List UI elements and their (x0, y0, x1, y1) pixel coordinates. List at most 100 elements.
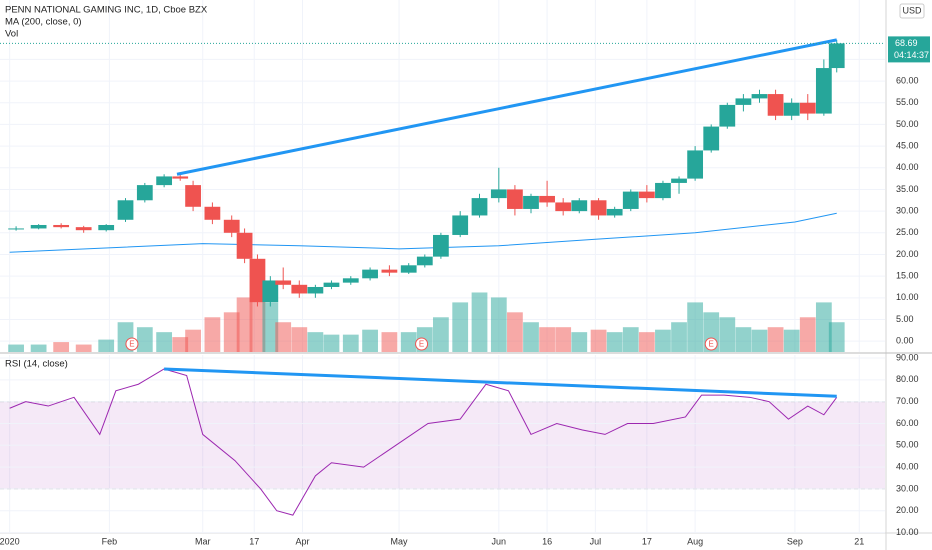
volume-bar (555, 327, 572, 352)
volume-bar (172, 337, 189, 352)
candle-body (416, 256, 433, 266)
earnings-marker (415, 337, 429, 351)
y-tick-label: 45.00 (896, 140, 919, 150)
candle-body (751, 94, 768, 99)
y-tick-label: 30.00 (896, 205, 919, 215)
y-tick-label: 40.00 (896, 162, 919, 172)
candle-body (204, 206, 221, 220)
volume-bar (223, 312, 240, 352)
last-price-box (888, 36, 930, 63)
candle-body (75, 227, 92, 231)
candle-body (507, 189, 523, 209)
volume-bar (75, 344, 92, 352)
candle-body (400, 265, 417, 273)
volume-bar (606, 332, 623, 352)
volume-bar (452, 302, 469, 352)
y-tick-label: 40.00 (896, 461, 919, 471)
candle-body (291, 284, 308, 294)
y-tick-label: 50.00 (896, 119, 919, 129)
volume-bar (719, 317, 736, 352)
y-tick-label: 80.00 (896, 374, 919, 384)
y-tick-label: 20.00 (896, 505, 919, 515)
candle-body (156, 176, 173, 186)
candle-body (719, 104, 736, 127)
volume-bar (735, 327, 752, 352)
chart-title: PENN NATIONAL GAMING INC, 1D, Cboe BZX (5, 5, 208, 16)
candle-body (471, 198, 488, 216)
volume-bar (622, 327, 639, 352)
candle-body (622, 191, 639, 209)
volume-bar (204, 317, 221, 352)
y-tick-label: 35.00 (896, 184, 919, 194)
y-tick-label: 10.00 (896, 527, 919, 537)
volume-bar (249, 290, 266, 352)
candle-body (53, 224, 70, 228)
y-tick-label: 50.00 (896, 440, 919, 450)
volume-bar (507, 312, 523, 352)
volume-bar (323, 334, 340, 352)
earnings-marker (125, 337, 139, 351)
volume-bar (30, 344, 47, 352)
volume-bar (291, 327, 308, 352)
candle-body (799, 102, 816, 114)
candle-body (185, 185, 201, 207)
y-tick-label: 90.00 (896, 352, 919, 362)
y-tick-label: 15.00 (896, 271, 919, 281)
x-tick-label: Apr (296, 536, 310, 546)
y-tick-label: 5.00 (896, 314, 914, 324)
x-tick-label: May (391, 536, 409, 546)
candle-body (223, 219, 240, 233)
volume-bar (523, 322, 539, 352)
y-tick-label: 60.00 (896, 75, 919, 85)
y-tick-label: 60.00 (896, 418, 919, 428)
candle-body (275, 280, 292, 285)
candle-body (433, 234, 449, 257)
candle-body (30, 224, 47, 229)
x-tick-label: 2020 (0, 536, 20, 546)
earnings-label: E (129, 340, 134, 349)
y-tick-label: 30.00 (896, 483, 919, 493)
volume-bar (156, 332, 173, 352)
trendline (164, 367, 837, 398)
volume-bar (490, 297, 507, 352)
y-tick-label: 25.00 (896, 227, 919, 237)
volume-bar (381, 332, 398, 352)
y-tick-label: 70.00 (896, 396, 919, 406)
x-tick-label: 17 (249, 536, 259, 546)
currency-box[interactable] (899, 3, 925, 19)
candle-body (638, 191, 655, 199)
candle-body (236, 232, 253, 259)
volume-bar (828, 322, 845, 352)
volume-bar (783, 329, 800, 352)
volume-bar (687, 302, 704, 352)
x-tick-label: 17 (642, 536, 652, 546)
earnings-label: E (419, 340, 424, 349)
volume-bar (136, 327, 153, 352)
volume-bar (638, 332, 655, 352)
volume-bar (571, 332, 588, 352)
candle-body (490, 189, 507, 199)
earnings-marker (704, 337, 718, 351)
indicator-label: Vol (5, 29, 18, 40)
candle-body (362, 269, 378, 279)
candle-body (735, 98, 752, 105)
volume-bar (236, 297, 253, 352)
candle-body (828, 43, 845, 69)
x-tick-label: Mar (195, 536, 211, 546)
volume-bar (655, 329, 671, 352)
volume-bar (799, 317, 816, 352)
candle-body (452, 215, 469, 235)
x-tick-label: Feb (102, 536, 118, 546)
volume-bar (400, 332, 417, 352)
candle-body (815, 68, 832, 114)
volume-bar (767, 327, 784, 352)
candle-body (136, 185, 153, 201)
candle-body (307, 286, 324, 294)
candle-body (523, 195, 539, 209)
candle-body (342, 278, 359, 283)
rsi-title: RSI (14, close) (5, 359, 68, 370)
volume-bar (362, 329, 378, 352)
volume-bar (433, 317, 449, 352)
candle-body (767, 94, 784, 116)
